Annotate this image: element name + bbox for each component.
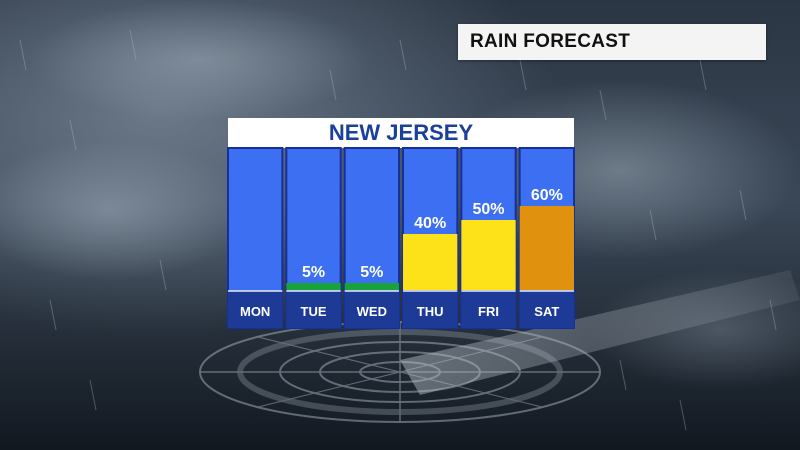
day-label-bg-mon bbox=[228, 291, 283, 328]
value-label-wed: 5% bbox=[360, 264, 383, 281]
value-label-thu: 40% bbox=[414, 215, 446, 232]
day-label-bg-fri bbox=[461, 291, 516, 328]
value-label-sat: 60% bbox=[531, 187, 563, 204]
rain-chance-chart: MON 5% TUE 5% WED 40% THU 50% FRI 60% SAT bbox=[227, 147, 575, 329]
day-label-bg-sat bbox=[519, 291, 574, 328]
day-label-wed: WED bbox=[357, 304, 387, 319]
chart-title: NEW JERSEY bbox=[328, 120, 474, 145]
day-label-mon: MON bbox=[240, 304, 270, 319]
day-label-sat: SAT bbox=[534, 304, 559, 319]
day-label-bg-wed bbox=[344, 291, 399, 328]
day-label-fri: FRI bbox=[478, 304, 499, 319]
day-label-thu: THU bbox=[417, 304, 444, 319]
day-label-bg-thu bbox=[403, 291, 458, 328]
rain-bar-tue bbox=[286, 283, 341, 290]
value-label-fri: 50% bbox=[472, 201, 504, 218]
value-label-tue: 5% bbox=[302, 264, 325, 281]
radar-beam bbox=[400, 270, 800, 395]
rain-bar-fri bbox=[461, 220, 516, 290]
chart-header: NEW JERSEY bbox=[228, 118, 574, 148]
rain-bar-thu bbox=[403, 234, 458, 290]
rain-forecast-title: RAIN FORECAST bbox=[470, 31, 631, 52]
rain-forecast-title-box: RAIN FORECAST bbox=[458, 24, 766, 60]
rain-bar-wed bbox=[344, 283, 399, 290]
rain-bar-sat bbox=[519, 206, 574, 290]
day-label-tue: TUE bbox=[301, 304, 327, 319]
day-label-bg-tue bbox=[286, 291, 341, 328]
radar-dish bbox=[199, 321, 601, 423]
